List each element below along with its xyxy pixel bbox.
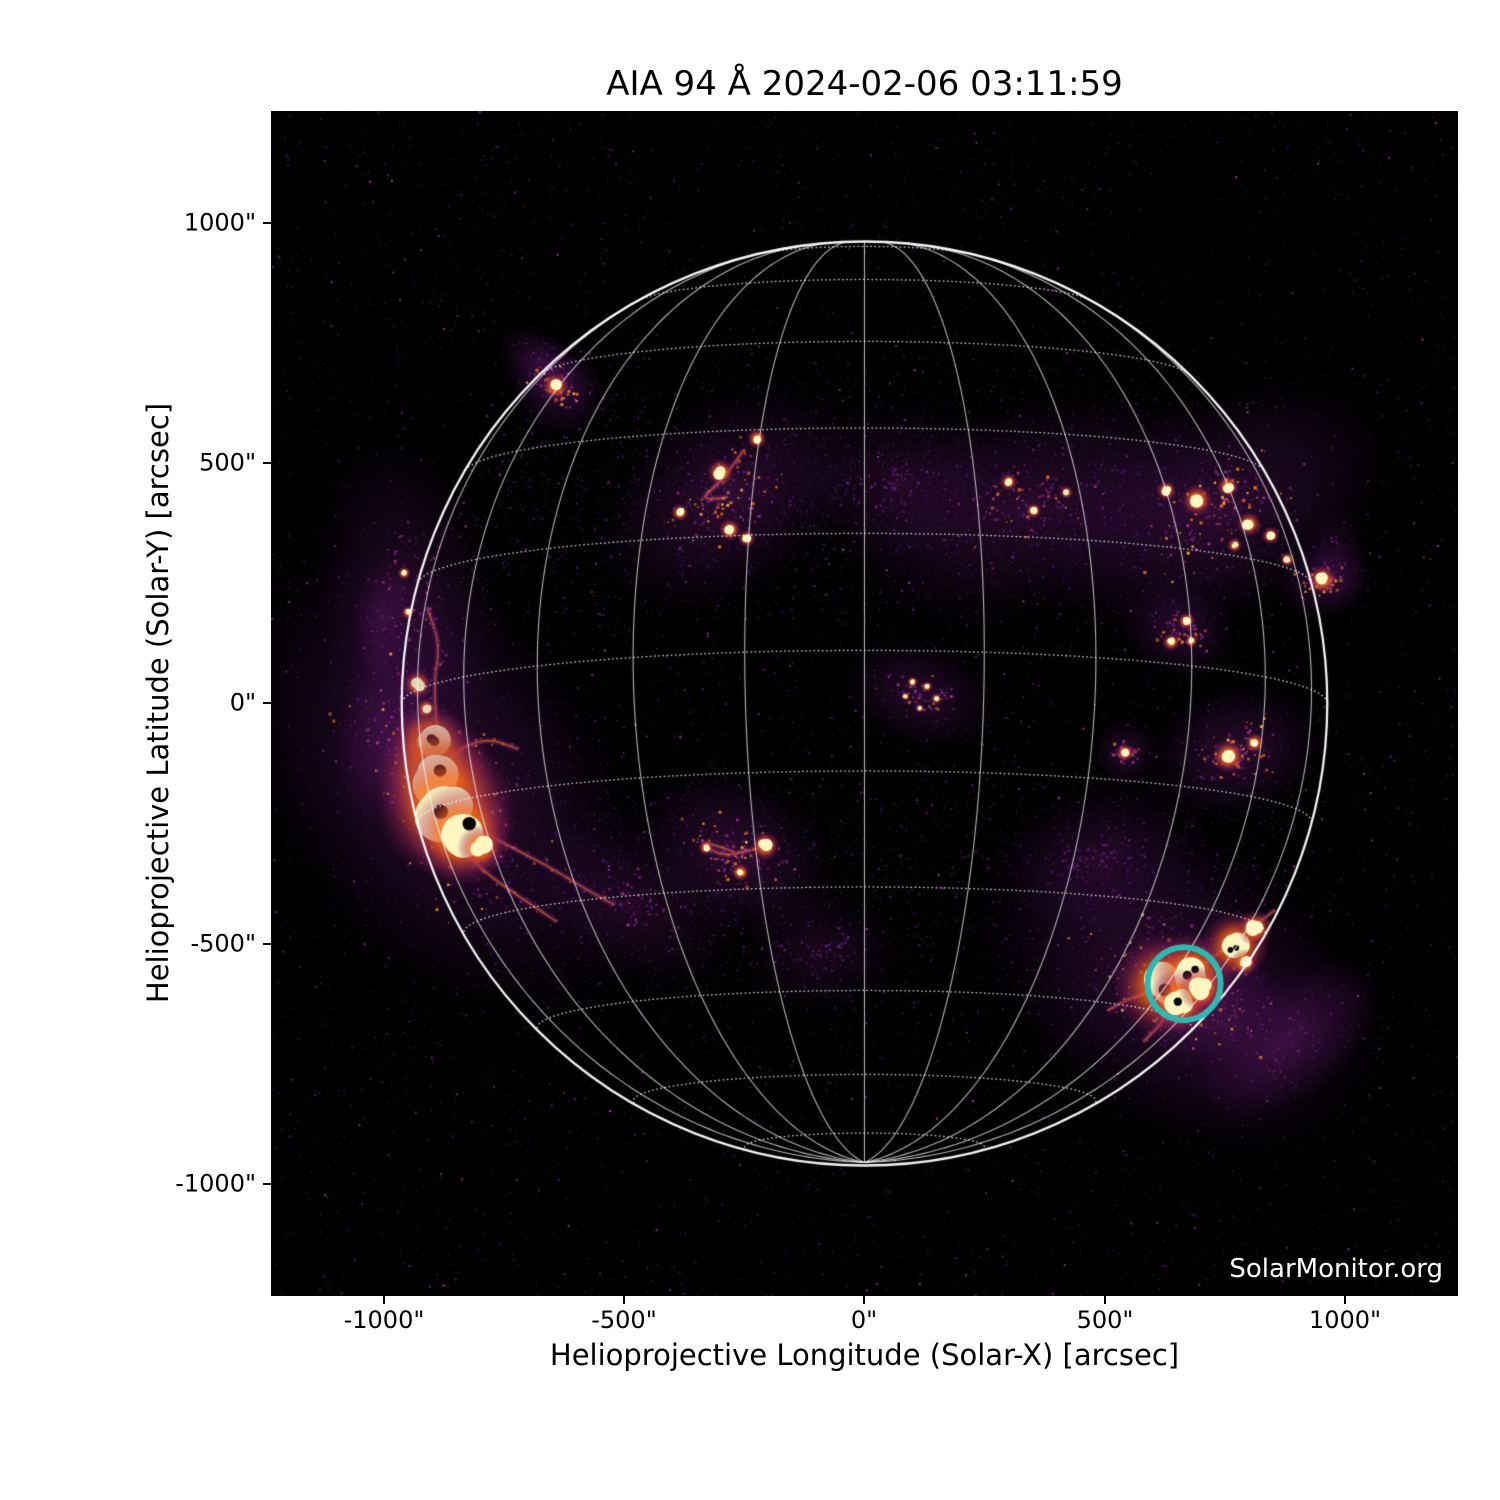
solar-image-canvas <box>271 111 1458 1296</box>
x-tick-mark <box>1344 1296 1346 1304</box>
y-tick-mark <box>263 222 271 224</box>
plot-title: AIA 94 Å 2024-02-06 03:11:59 <box>606 64 1123 104</box>
x-tick-label: 0" <box>850 1306 878 1334</box>
y-tick-mark <box>263 943 271 945</box>
x-tick-label: 500" <box>1076 1306 1134 1334</box>
y-tick-mark <box>263 702 271 704</box>
y-axis-label: Helioprojective Latitude (Solar-Y) [arcs… <box>141 402 175 1004</box>
watermark: SolarMonitor.org <box>1229 1254 1443 1284</box>
y-tick-mark <box>263 1183 271 1185</box>
plot-area <box>271 111 1458 1296</box>
y-tick-label: 500" <box>199 448 256 477</box>
x-axis-label: Helioprojective Longitude (Solar-X) [arc… <box>549 1338 1180 1372</box>
x-tick-mark <box>383 1296 385 1304</box>
y-tick-label: -500" <box>190 929 256 958</box>
y-tick-mark <box>263 462 271 464</box>
x-tick-label: -500" <box>591 1306 657 1334</box>
x-tick-label: 1000" <box>1308 1306 1382 1334</box>
x-tick-mark <box>1104 1296 1106 1304</box>
y-tick-label: 0" <box>229 688 256 717</box>
y-tick-label: 1000" <box>183 208 256 237</box>
x-tick-mark <box>863 1296 865 1304</box>
y-tick-label: -1000" <box>175 1169 256 1198</box>
x-tick-label: -1000" <box>343 1306 425 1334</box>
x-tick-mark <box>623 1296 625 1304</box>
